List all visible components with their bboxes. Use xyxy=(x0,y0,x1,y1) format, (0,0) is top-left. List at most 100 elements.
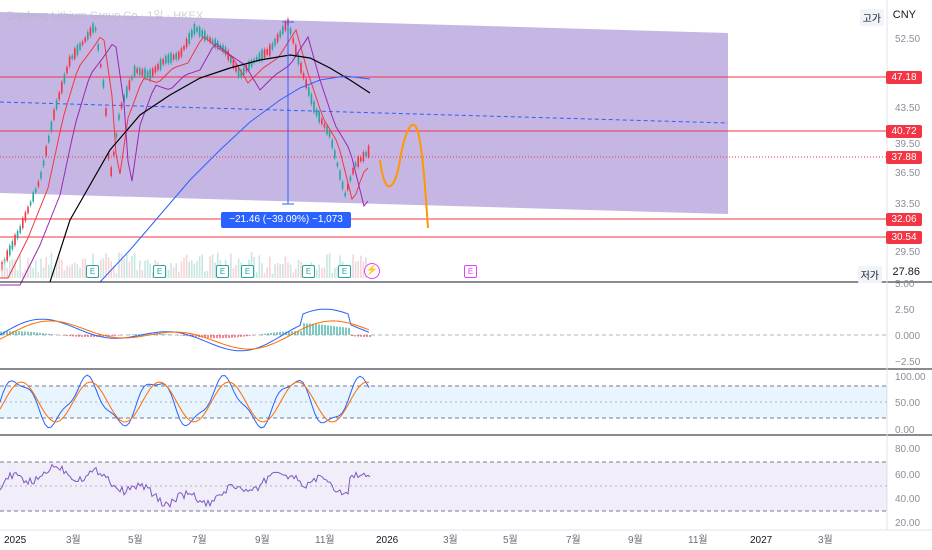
price-tick: 29.50 xyxy=(895,247,920,258)
candle xyxy=(237,68,240,78)
stochastic-pane[interactable] xyxy=(0,374,887,429)
candle xyxy=(357,156,359,167)
volume-bar xyxy=(136,269,138,278)
volume-bar xyxy=(235,265,237,278)
macd-hist-bar xyxy=(237,335,239,338)
forecast-curve[interactable] xyxy=(379,124,429,229)
candle xyxy=(292,38,294,44)
macd-hist-bar xyxy=(336,326,338,335)
volume-bar xyxy=(315,269,318,278)
ma-blue-line xyxy=(99,75,371,283)
candle xyxy=(318,111,320,123)
rsi-tick: 40.00 xyxy=(895,494,920,505)
price-pane[interactable] xyxy=(0,12,887,286)
macd-hist-bar xyxy=(111,335,113,337)
volume-bar xyxy=(105,253,107,278)
macd-hist-bar xyxy=(66,335,68,336)
macd-hist-bar xyxy=(330,325,332,335)
candle xyxy=(141,69,144,76)
earnings-icon[interactable]: E xyxy=(86,265,99,278)
volume-bar xyxy=(53,269,55,278)
time-tick: 9월 xyxy=(255,534,270,546)
price-axis[interactable]: 52.50 43.50 39.50 36.50 33.50 29.50 5.00… xyxy=(895,34,926,529)
measure-label[interactable]: −21.46 (−39.09%) −1,073 xyxy=(221,212,351,228)
time-tick: 9월 xyxy=(628,534,643,546)
candle xyxy=(66,66,68,74)
macd-hist-bar xyxy=(309,323,311,335)
candle xyxy=(24,212,27,221)
ma-purple-line xyxy=(0,35,369,286)
volume-bar xyxy=(237,258,240,278)
volume-bar xyxy=(318,264,320,278)
candle xyxy=(14,234,16,246)
earnings-icon[interactable]: E xyxy=(153,265,166,278)
macd-hist-bar xyxy=(264,333,266,335)
time-tick: 11월 xyxy=(688,534,708,546)
price-tag-47: 47.18 xyxy=(886,71,922,84)
candle xyxy=(305,79,307,89)
volume-bar xyxy=(326,254,328,278)
candle xyxy=(165,55,167,64)
macd-pane[interactable] xyxy=(0,308,887,352)
candle xyxy=(50,121,53,132)
macd-hist-bar xyxy=(186,335,188,337)
volume-bar xyxy=(258,255,261,278)
macd-hist-bar xyxy=(348,327,350,335)
price-tag-40: 40.72 xyxy=(886,125,922,138)
rsi-pane[interactable] xyxy=(0,461,887,512)
macd-hist-bar xyxy=(300,331,302,335)
candle xyxy=(245,65,248,72)
ma-black-line xyxy=(49,54,371,283)
volume-bar xyxy=(170,263,172,278)
macd-hist-bar xyxy=(303,323,305,335)
volume-bar xyxy=(211,254,214,278)
candle xyxy=(84,37,86,42)
volume-bar xyxy=(354,261,357,278)
candle xyxy=(198,27,201,37)
earnings-icon[interactable]: E xyxy=(302,265,315,278)
time-tick: 3월 xyxy=(818,534,833,546)
volume-bar xyxy=(253,256,255,278)
volume-bar xyxy=(131,256,133,278)
macd-hist-bar xyxy=(147,333,149,335)
candle xyxy=(248,61,250,71)
volume-bar xyxy=(276,262,279,278)
candle xyxy=(253,59,255,63)
volume-bar xyxy=(141,270,144,278)
volume-bar xyxy=(180,261,183,278)
macd-hist-bar xyxy=(282,331,284,335)
volume-bar xyxy=(3,257,6,278)
stoch-d-line xyxy=(0,381,370,423)
candle xyxy=(209,37,211,43)
candle xyxy=(118,114,120,120)
time-tick: 2025 xyxy=(4,535,27,546)
volume-bar xyxy=(206,270,209,278)
candle xyxy=(206,36,209,40)
macd-hist-bar xyxy=(354,335,356,337)
earnings-icon[interactable]: E xyxy=(216,265,229,278)
macd-hist-bar xyxy=(312,323,314,335)
candle xyxy=(256,57,258,61)
volume-bar xyxy=(201,254,203,278)
macd-hist-bar xyxy=(84,335,86,337)
candle xyxy=(113,151,115,156)
macd-hist-bar xyxy=(135,334,137,335)
earnings-icon[interactable]: E xyxy=(338,265,351,278)
candle xyxy=(152,68,154,76)
macd-hist-bar xyxy=(24,331,26,335)
time-axis[interactable]: 2025 3월 5월 7월 9월 11월 2026 3월 5월 7월 9월 11… xyxy=(4,534,833,546)
split-event-icon[interactable]: ⚡ xyxy=(364,263,380,279)
candle xyxy=(11,241,14,250)
earnings-icon[interactable]: E xyxy=(241,265,254,278)
volume-bar xyxy=(123,258,125,278)
currency-label[interactable]: CNY xyxy=(892,9,916,21)
macd-hist-bar xyxy=(162,334,164,335)
volume-bar xyxy=(256,272,258,278)
volume-bar xyxy=(172,267,175,278)
macd-hist-bar xyxy=(216,335,218,339)
earnings-icon[interactable]: E xyxy=(464,265,477,278)
macd-hist-bar xyxy=(219,335,221,339)
candle xyxy=(315,109,318,116)
macd-hist-bar xyxy=(246,335,248,337)
